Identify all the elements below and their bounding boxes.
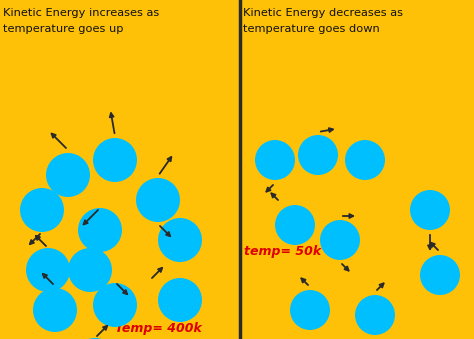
Circle shape <box>136 178 180 222</box>
Circle shape <box>345 140 385 180</box>
Circle shape <box>410 190 450 230</box>
Circle shape <box>290 290 330 330</box>
Circle shape <box>158 278 202 322</box>
Text: Kinetic Energy increases as: Kinetic Energy increases as <box>3 8 159 18</box>
Circle shape <box>78 208 122 252</box>
Circle shape <box>355 295 395 335</box>
Circle shape <box>46 153 90 197</box>
Circle shape <box>20 188 64 232</box>
Circle shape <box>275 205 315 245</box>
Circle shape <box>68 248 112 292</box>
Circle shape <box>255 140 295 180</box>
Text: Kinetic Energy decreases as: Kinetic Energy decreases as <box>243 8 403 18</box>
Circle shape <box>26 248 70 292</box>
Text: Temp= 400k: Temp= 400k <box>115 322 202 335</box>
Text: temp= 50k: temp= 50k <box>244 245 321 258</box>
Circle shape <box>93 283 137 327</box>
Circle shape <box>93 138 137 182</box>
Text: temperature goes down: temperature goes down <box>243 24 380 34</box>
Circle shape <box>158 218 202 262</box>
Circle shape <box>420 255 460 295</box>
Text: temperature goes up: temperature goes up <box>3 24 124 34</box>
Circle shape <box>33 288 77 332</box>
Circle shape <box>298 135 338 175</box>
Circle shape <box>320 220 360 260</box>
Circle shape <box>73 338 117 339</box>
